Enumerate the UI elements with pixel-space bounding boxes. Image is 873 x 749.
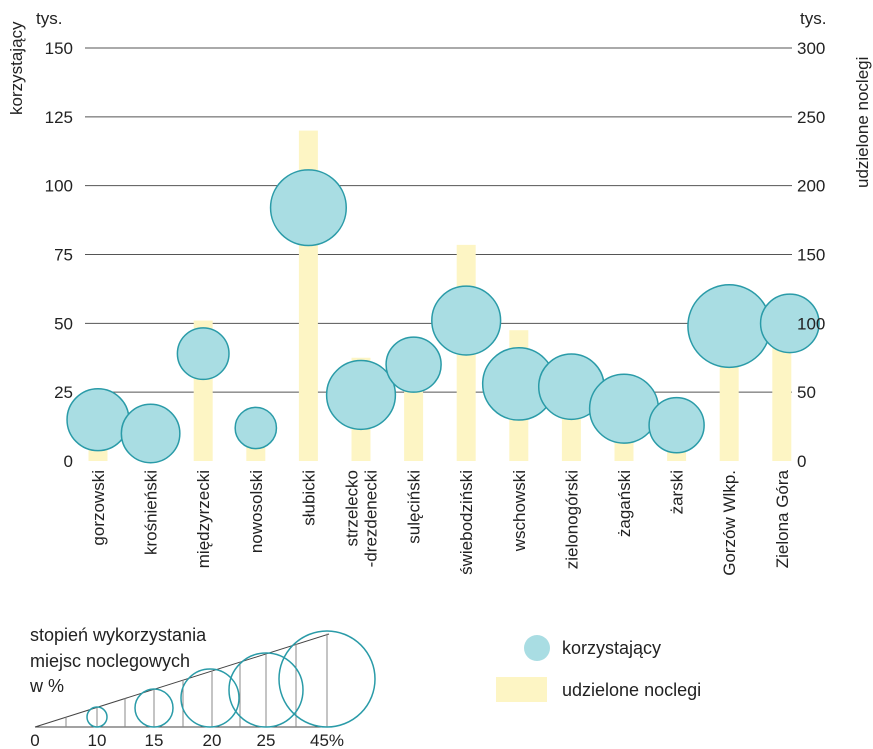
bubble-korzystajacy	[431, 285, 502, 356]
left-tick-label: 100	[45, 177, 73, 196]
category-label: słubicki	[299, 470, 318, 526]
right-tick-label: 50	[797, 383, 816, 402]
bubble-korzystajacy	[66, 387, 130, 452]
size-legend-tick-label: 45%	[310, 731, 344, 749]
left-axis-title: korzystający	[7, 21, 26, 115]
bubble-korzystajacy	[759, 293, 820, 354]
bubble-korzystajacy	[120, 403, 181, 464]
svg-text:zielonogórski: zielonogórski	[562, 470, 581, 569]
svg-text:Zielona Góra: Zielona Góra	[773, 469, 792, 568]
category-labels: gorzowski krośnieński międzyrzecki nowosols…	[89, 469, 792, 575]
bubble-korzystajacy	[234, 406, 278, 450]
legend-bar-label: udzielone noclegi	[562, 680, 701, 700]
svg-text:świebodziński: świebodziński	[457, 470, 476, 575]
svg-text:-drezdenecki: -drezdenecki	[362, 470, 381, 567]
category-label: żagański	[615, 470, 634, 537]
category-label: świebodziński	[457, 470, 476, 575]
right-tick-label: 250	[797, 108, 825, 127]
svg-text:krośnieński: krośnieński	[142, 470, 161, 555]
right-tick-label: 0	[797, 452, 806, 471]
category-label: żarski	[668, 470, 687, 514]
bubble-korzystajacy	[687, 284, 772, 369]
category-label: strzelecko -drezdenecki	[343, 470, 381, 567]
category-label: gorzowski	[89, 470, 108, 546]
size-legend-wedge	[34, 630, 376, 728]
bubble-korzystajacy	[269, 169, 347, 247]
svg-text:żarski: żarski	[668, 470, 687, 514]
bubble-korzystajacy	[325, 359, 397, 431]
size-legend-title-line1: stopień wykorzystania	[30, 625, 207, 645]
right-tick-label: 200	[797, 177, 825, 196]
category-label: krośnieński	[142, 470, 161, 555]
right-tick-label: 150	[797, 246, 825, 265]
svg-text:Gorzów Wlkp.: Gorzów Wlkp.	[720, 470, 739, 576]
legend-bubble-swatch	[524, 635, 550, 661]
right-axis-title: udzielone noclegi	[853, 57, 872, 188]
left-tick-label: 150	[45, 39, 73, 58]
size-legend-ticks: 0 10 15 20 25 45%	[30, 731, 344, 749]
right-tick-label: 100	[797, 314, 825, 333]
size-legend: stopień wykorzystania miejsc noclegowych…	[29, 625, 376, 749]
category-label: zielonogórski	[562, 470, 581, 569]
right-tick-label: 300	[797, 39, 825, 58]
series-legend: korzystający udzielone noclegi	[496, 635, 701, 702]
svg-text:wschowski: wschowski	[510, 470, 529, 552]
bubble-series	[66, 169, 820, 464]
left-tick-label: 75	[54, 246, 73, 265]
svg-text:międzyrzecki: międzyrzecki	[194, 470, 213, 568]
legend-bar-swatch	[496, 677, 547, 702]
size-legend-circle	[134, 688, 174, 728]
size-legend-tick-label: 15	[145, 731, 164, 749]
left-axis-ticks: 0 25 50 75 100 125 150	[45, 39, 73, 471]
svg-text:sulęciński: sulęciński	[405, 470, 424, 544]
left-tick-label: 0	[64, 452, 73, 471]
svg-text:nowosolski: nowosolski	[247, 470, 266, 553]
left-axis-unit: tys.	[36, 9, 62, 28]
category-label: Zielona Góra	[773, 469, 792, 568]
size-legend-title-line2: miejsc noclegowych	[30, 651, 190, 671]
right-axis-unit: tys.	[800, 9, 826, 28]
size-legend-tick-label: 20	[203, 731, 222, 749]
svg-text:żagański: żagański	[615, 470, 634, 537]
size-legend-circle	[86, 706, 108, 728]
category-label: sulęciński	[405, 470, 424, 544]
size-legend-tick-label: 25	[257, 731, 276, 749]
category-label: wschowski	[510, 470, 529, 552]
svg-text:słubicki: słubicki	[299, 470, 318, 526]
svg-text:strzelecko: strzelecko	[343, 470, 362, 547]
size-legend-circle	[278, 630, 376, 728]
bubble-korzystajacy	[588, 373, 660, 444]
right-axis-ticks: 0 50 100 150 200 250 300	[797, 39, 825, 471]
size-legend-circle	[180, 668, 240, 728]
left-tick-label: 125	[45, 108, 73, 127]
bubble-korzystajacy	[648, 396, 705, 454]
bar-udzielone-noclegi	[772, 323, 792, 461]
bubble-korzystajacy	[176, 327, 230, 381]
bubble-korzystajacy	[385, 336, 442, 393]
category-label: Gorzów Wlkp.	[720, 470, 739, 576]
legend-bubble-label: korzystający	[562, 638, 661, 658]
category-label: międzyrzecki	[194, 470, 213, 568]
size-legend-tick-label: 10	[88, 731, 107, 749]
svg-text:gorzowski: gorzowski	[89, 470, 108, 546]
size-legend-tick-label: 0	[30, 731, 39, 749]
size-legend-title-line3: w %	[29, 676, 64, 696]
category-label: nowosolski	[247, 470, 266, 553]
size-legend-circle	[228, 652, 304, 728]
left-tick-label: 50	[54, 314, 73, 333]
left-tick-label: 25	[54, 383, 73, 402]
